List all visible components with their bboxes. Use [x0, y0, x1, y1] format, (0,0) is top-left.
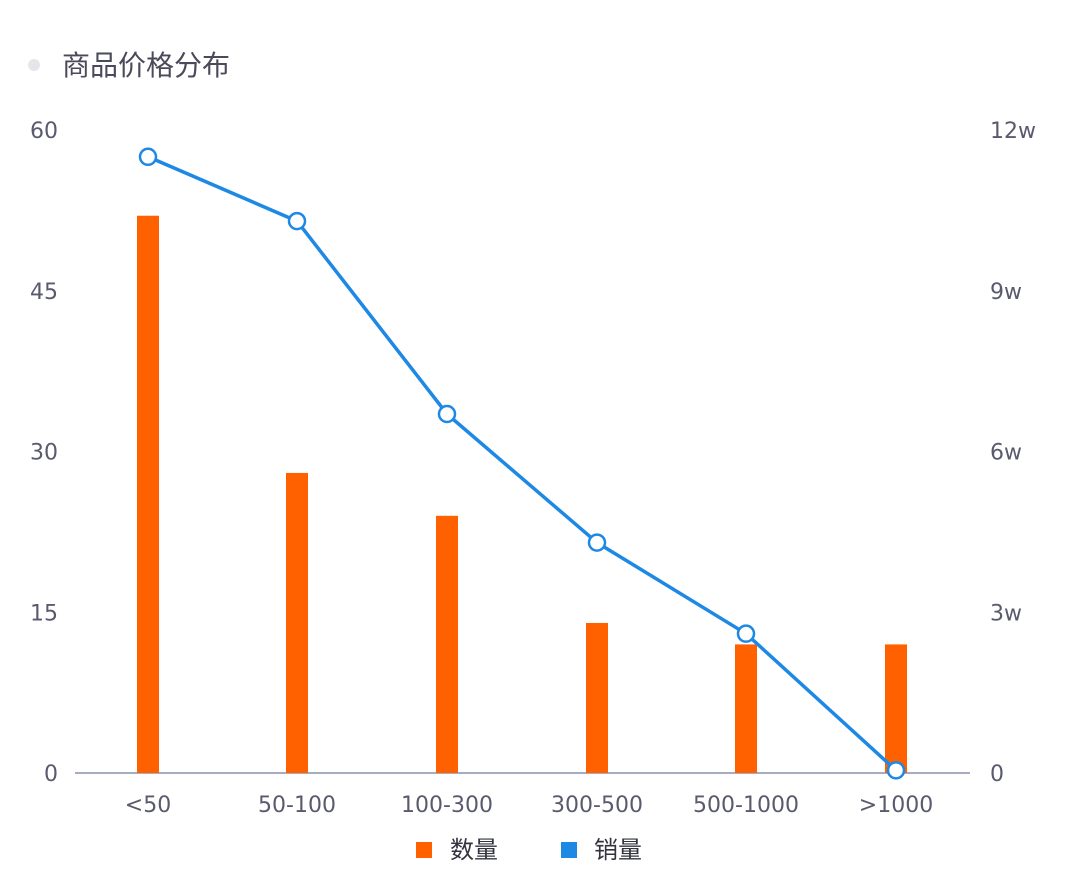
right-axis: 0 3w 6w 9w 12w: [990, 119, 1036, 787]
x-tick-label: <50: [125, 793, 171, 818]
bar-series: [137, 215, 907, 773]
chart-title: 商品价格分布: [62, 49, 230, 82]
right-tick-label: 6w: [990, 441, 1022, 466]
line-point: [886, 761, 906, 780]
bar: [885, 644, 907, 773]
title-marker-dot: [28, 59, 40, 71]
x-tick-label: >1000: [859, 793, 933, 818]
line-point: [587, 533, 607, 552]
legend: 数量 销量: [416, 836, 642, 864]
x-axis: <50 50-100 100-300 300-500 500-1000 >1000: [125, 793, 933, 818]
x-tick-label: 100-300: [401, 793, 493, 818]
x-tick-label: 300-500: [551, 793, 643, 818]
bar: [137, 215, 159, 773]
bar: [735, 644, 757, 773]
left-axis: 0 15 30 45 60: [30, 119, 58, 787]
left-tick-label: 60: [30, 119, 58, 144]
line-series: [138, 147, 906, 780]
line-point: [736, 624, 756, 643]
right-tick-label: 12w: [990, 119, 1036, 144]
x-tick-label: 50-100: [258, 793, 336, 818]
left-tick-label: 30: [30, 441, 58, 466]
series-line: [147, 155, 898, 772]
right-tick-label: 3w: [990, 601, 1022, 626]
legend-label-line: 销量: [594, 836, 642, 864]
legend-swatch-line: [561, 842, 577, 858]
right-tick-label: 0: [990, 762, 1004, 787]
bar: [286, 472, 308, 773]
left-tick-label: 15: [30, 601, 58, 626]
x-tick-label: 500-1000: [693, 793, 799, 818]
line-point: [138, 147, 158, 167]
line-point: [287, 211, 307, 231]
legend-label-bar: 数量: [450, 836, 498, 864]
bar: [436, 515, 458, 773]
bar: [586, 622, 608, 773]
line-point: [437, 404, 457, 424]
right-tick-label: 9w: [990, 280, 1022, 305]
left-tick-label: 45: [30, 280, 58, 305]
legend-swatch-bar: [416, 842, 432, 858]
left-tick-label: 0: [44, 762, 58, 787]
